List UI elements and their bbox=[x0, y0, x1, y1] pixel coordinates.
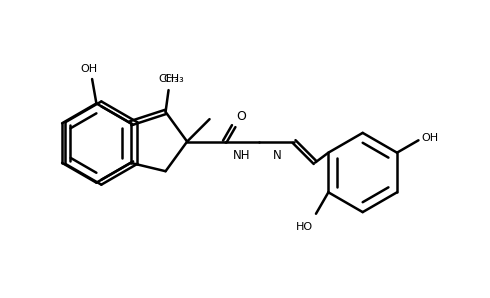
Text: OH: OH bbox=[421, 133, 439, 143]
Text: CH₃: CH₃ bbox=[158, 74, 179, 84]
Text: OH: OH bbox=[80, 64, 98, 74]
Text: O: O bbox=[237, 110, 246, 123]
Text: NH: NH bbox=[233, 150, 251, 162]
Text: CH₃: CH₃ bbox=[164, 74, 184, 84]
Text: HO: HO bbox=[296, 222, 313, 232]
Text: N: N bbox=[272, 150, 281, 162]
